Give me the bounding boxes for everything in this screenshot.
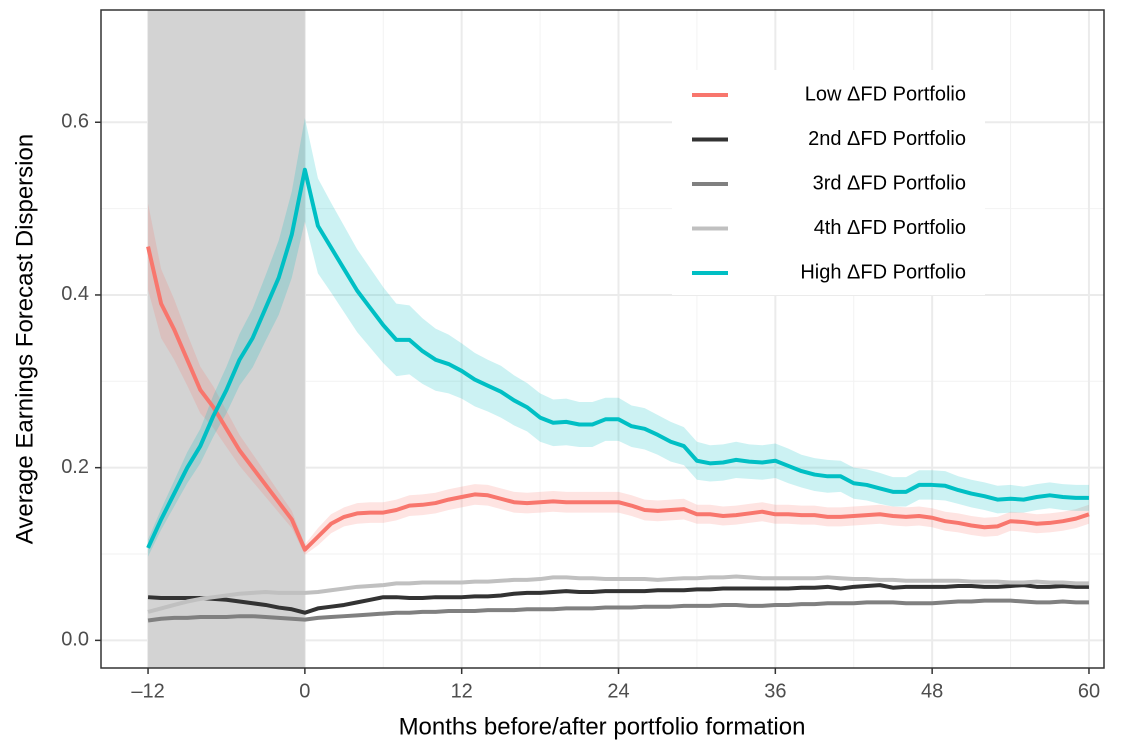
y-tick-label: 0.2: [61, 456, 89, 478]
y-tick-label: 0.6: [61, 111, 89, 133]
series-line: [147, 574, 1089, 614]
x-tick-label: 12: [451, 680, 473, 702]
shaded-period: [148, 10, 305, 668]
x-tick-label: 24: [607, 680, 629, 702]
y-axis-title: Average Earnings Forecast Dispersion: [11, 134, 38, 544]
series-line: [147, 598, 1089, 623]
legend-label: 3rd ΔFD Portfolio: [813, 172, 966, 194]
x-tick-label: –12: [131, 680, 164, 702]
series-line: [147, 583, 1089, 615]
y-tick-label: 0.0: [61, 629, 89, 651]
legend-label: 4th ΔFD Portfolio: [814, 217, 966, 239]
panel-border: [100, 9, 1105, 669]
legend-label: 2nd ΔFD Portfolio: [808, 128, 966, 150]
x-tick-label: 0: [299, 680, 310, 702]
legend-label: Low ΔFD Portfolio: [805, 83, 966, 105]
legend-label: High ΔFD Portfolio: [800, 261, 966, 283]
series-line: [146, 246, 1090, 552]
series-line: [146, 167, 1089, 549]
confidence-band: [148, 203, 1089, 555]
y-tick-label: 0.4: [61, 283, 89, 305]
x-tick-label: 36: [764, 680, 786, 702]
x-axis-title: Months before/after portfolio formation: [399, 713, 806, 740]
x-tick-label: 48: [921, 680, 943, 702]
x-tick-label: 60: [1078, 680, 1100, 702]
